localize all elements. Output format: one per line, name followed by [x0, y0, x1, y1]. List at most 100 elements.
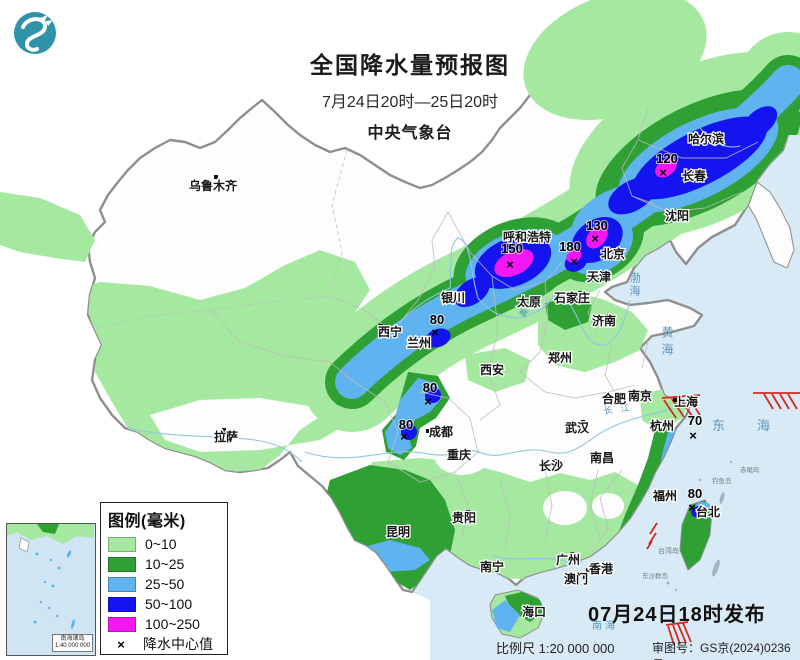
city-dot — [461, 291, 465, 295]
legend-label: 50~100 — [145, 596, 193, 612]
island-label: 台湾岛 — [658, 546, 679, 555]
city-dot — [669, 489, 673, 493]
precip-center-x-marker: × — [659, 165, 667, 180]
precip-center-x-marker: × — [570, 254, 578, 269]
city-dot — [581, 420, 585, 424]
korea-landmass — [747, 181, 795, 269]
city-dot — [643, 389, 647, 393]
front-symbol-east-sea — [753, 392, 800, 410]
legend-item: 50~100 — [108, 594, 221, 614]
city-label: 长春 — [682, 168, 707, 183]
front-symbol-footer — [665, 621, 692, 646]
city-label: 西安 — [480, 362, 504, 377]
legend-item: 0~10 — [108, 534, 221, 554]
city-label: 长沙 — [539, 458, 563, 473]
city-dot — [605, 451, 609, 455]
city-dot — [523, 609, 527, 613]
precip-center-x-marker: × — [400, 429, 408, 444]
city-dot — [222, 428, 226, 432]
city-dot — [602, 270, 606, 274]
legend-swatch-2 — [108, 576, 136, 592]
precip-center-value: 180 — [559, 239, 581, 254]
city-dot — [379, 324, 383, 328]
city-label: 上海 — [674, 394, 698, 409]
precip-center-value: 80 — [399, 417, 413, 432]
city-label: 南宁 — [480, 559, 504, 574]
city-label: 台北 — [696, 504, 720, 519]
precip-center-value: 70 — [688, 413, 702, 428]
inset-label-box: 南海诸岛 1:40 000 000 — [51, 634, 93, 652]
cma-logo — [10, 8, 60, 58]
city-dot — [618, 392, 622, 396]
legend-label: 100~250 — [145, 616, 200, 632]
precip-center-x-marker: × — [688, 500, 696, 515]
city-dot — [466, 510, 470, 514]
city-label: 兰州 — [407, 335, 431, 350]
cma-logo-icon — [14, 12, 56, 54]
hainan-island — [489, 589, 546, 639]
precip-center-x-marker: × — [431, 325, 439, 340]
city-label: 武汉 — [565, 420, 590, 435]
island-label: 东沙群岛 — [642, 571, 668, 580]
precip-center-value: 80 — [430, 312, 444, 327]
city-dot — [680, 209, 684, 213]
precip-center-x-marker: × — [424, 394, 432, 409]
city-dot — [554, 459, 558, 463]
inset-map — [7, 524, 94, 629]
sea-label: 黄海 — [660, 326, 674, 360]
city-dot — [607, 314, 611, 318]
sea-label: 渤海 — [628, 272, 641, 298]
city-dot — [495, 560, 499, 564]
city-dot — [426, 429, 430, 433]
city-dot — [534, 295, 538, 299]
city-dot — [673, 398, 677, 402]
precip-center-value: 130 — [586, 218, 608, 233]
city-label: 银川 — [441, 290, 465, 305]
city-dot — [709, 133, 713, 137]
precip-center-x-marker: × — [591, 231, 599, 246]
island-label: 赤尾屿 — [740, 465, 760, 474]
legend-swatch-4 — [108, 616, 136, 632]
island-label: 钓鱼岛 — [712, 476, 732, 485]
map-scale: 比例尺 1:20 000 000 — [496, 641, 615, 656]
city-label: 杭州 — [650, 418, 674, 433]
legend-marker-row: × 降水中心值 — [108, 634, 221, 654]
small-islands — [666, 460, 733, 592]
city-label: 南昌 — [590, 450, 614, 465]
legend-swatch-3 — [108, 596, 136, 612]
legend-swatch-0 — [108, 536, 136, 552]
inset-label: 南海诸岛 — [60, 636, 85, 642]
city-label: 成都 — [429, 424, 453, 439]
city-label: 昆明 — [386, 525, 410, 539]
city-dot — [605, 250, 609, 254]
city-label: 呼和浩特 — [503, 229, 551, 244]
inset-scale: 1:40 000 000 — [54, 643, 90, 649]
river-label: 长江 — [603, 400, 638, 416]
sea-label: 东海 — [712, 418, 800, 433]
city-dot — [583, 575, 587, 579]
city-dot — [586, 568, 590, 572]
city-dot — [454, 448, 458, 452]
city-label: 天津 — [587, 269, 611, 284]
city-dot — [698, 508, 702, 512]
city-label: 郑州 — [548, 350, 572, 365]
city-dot — [578, 291, 582, 295]
precip-100-250 — [494, 158, 677, 278]
legend-label: 25~50 — [145, 576, 185, 592]
legend-item: 100~250 — [108, 614, 221, 634]
city-dot — [564, 351, 568, 355]
precip-center-value: 80 — [423, 380, 437, 395]
south-china-sea-inset: 南海诸岛 1:40 000 000 — [6, 523, 96, 656]
city-label: 石家庄 — [553, 290, 590, 305]
city-label: 贵阳 — [452, 510, 476, 525]
city-label: 太原 — [517, 294, 541, 309]
precip-center-marker-symbol: × — [117, 636, 125, 652]
legend-rows: 0~10 10~25 25~50 50~100 100~250 — [108, 534, 221, 634]
precip-center-value: 150 — [501, 241, 523, 256]
city-dot — [484, 363, 488, 367]
city-label: 澳门 — [564, 571, 588, 586]
city-label: 沈阳 — [665, 208, 689, 223]
